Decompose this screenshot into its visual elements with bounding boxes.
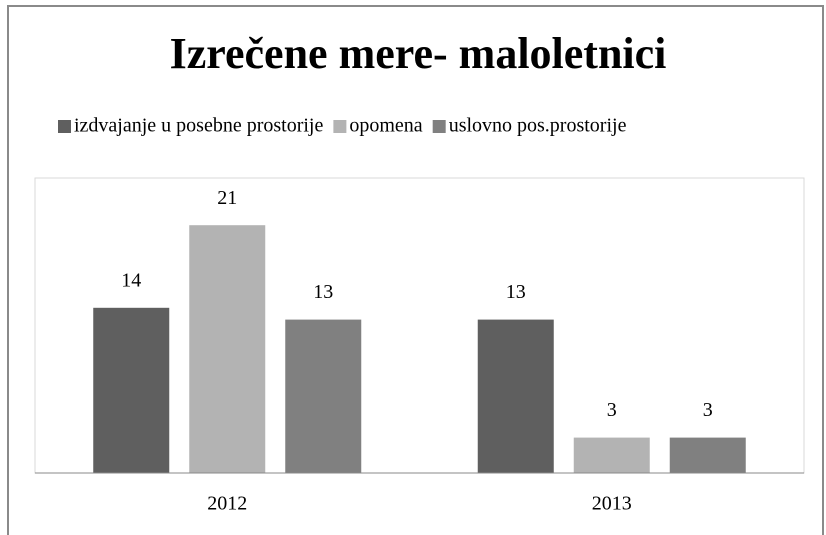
- x-tick-label: 2012: [207, 493, 247, 515]
- bar: [93, 307, 170, 473]
- data-label: 3: [607, 399, 617, 421]
- bar: [573, 437, 650, 473]
- legend-swatch: [432, 120, 446, 133]
- data-label: 14: [121, 269, 141, 291]
- bar: [669, 437, 746, 473]
- data-label: 13: [506, 281, 526, 303]
- bar: [189, 225, 266, 473]
- data-label: 3: [703, 399, 713, 421]
- bar: [477, 319, 554, 473]
- x-tick-label: 2013: [592, 493, 632, 515]
- legend-label: opomena: [349, 115, 422, 137]
- data-label: 21: [217, 187, 237, 209]
- legend-swatch: [333, 120, 347, 133]
- legend-label: izdvajanje u posebne prostorije: [74, 115, 323, 137]
- chart-title: Izrečene mere- maloletnici: [170, 29, 667, 78]
- legend-label: uslovno pos.prostorije: [449, 115, 627, 137]
- legend-swatch: [58, 120, 71, 133]
- data-label: 13: [313, 281, 333, 303]
- bar: [285, 319, 362, 473]
